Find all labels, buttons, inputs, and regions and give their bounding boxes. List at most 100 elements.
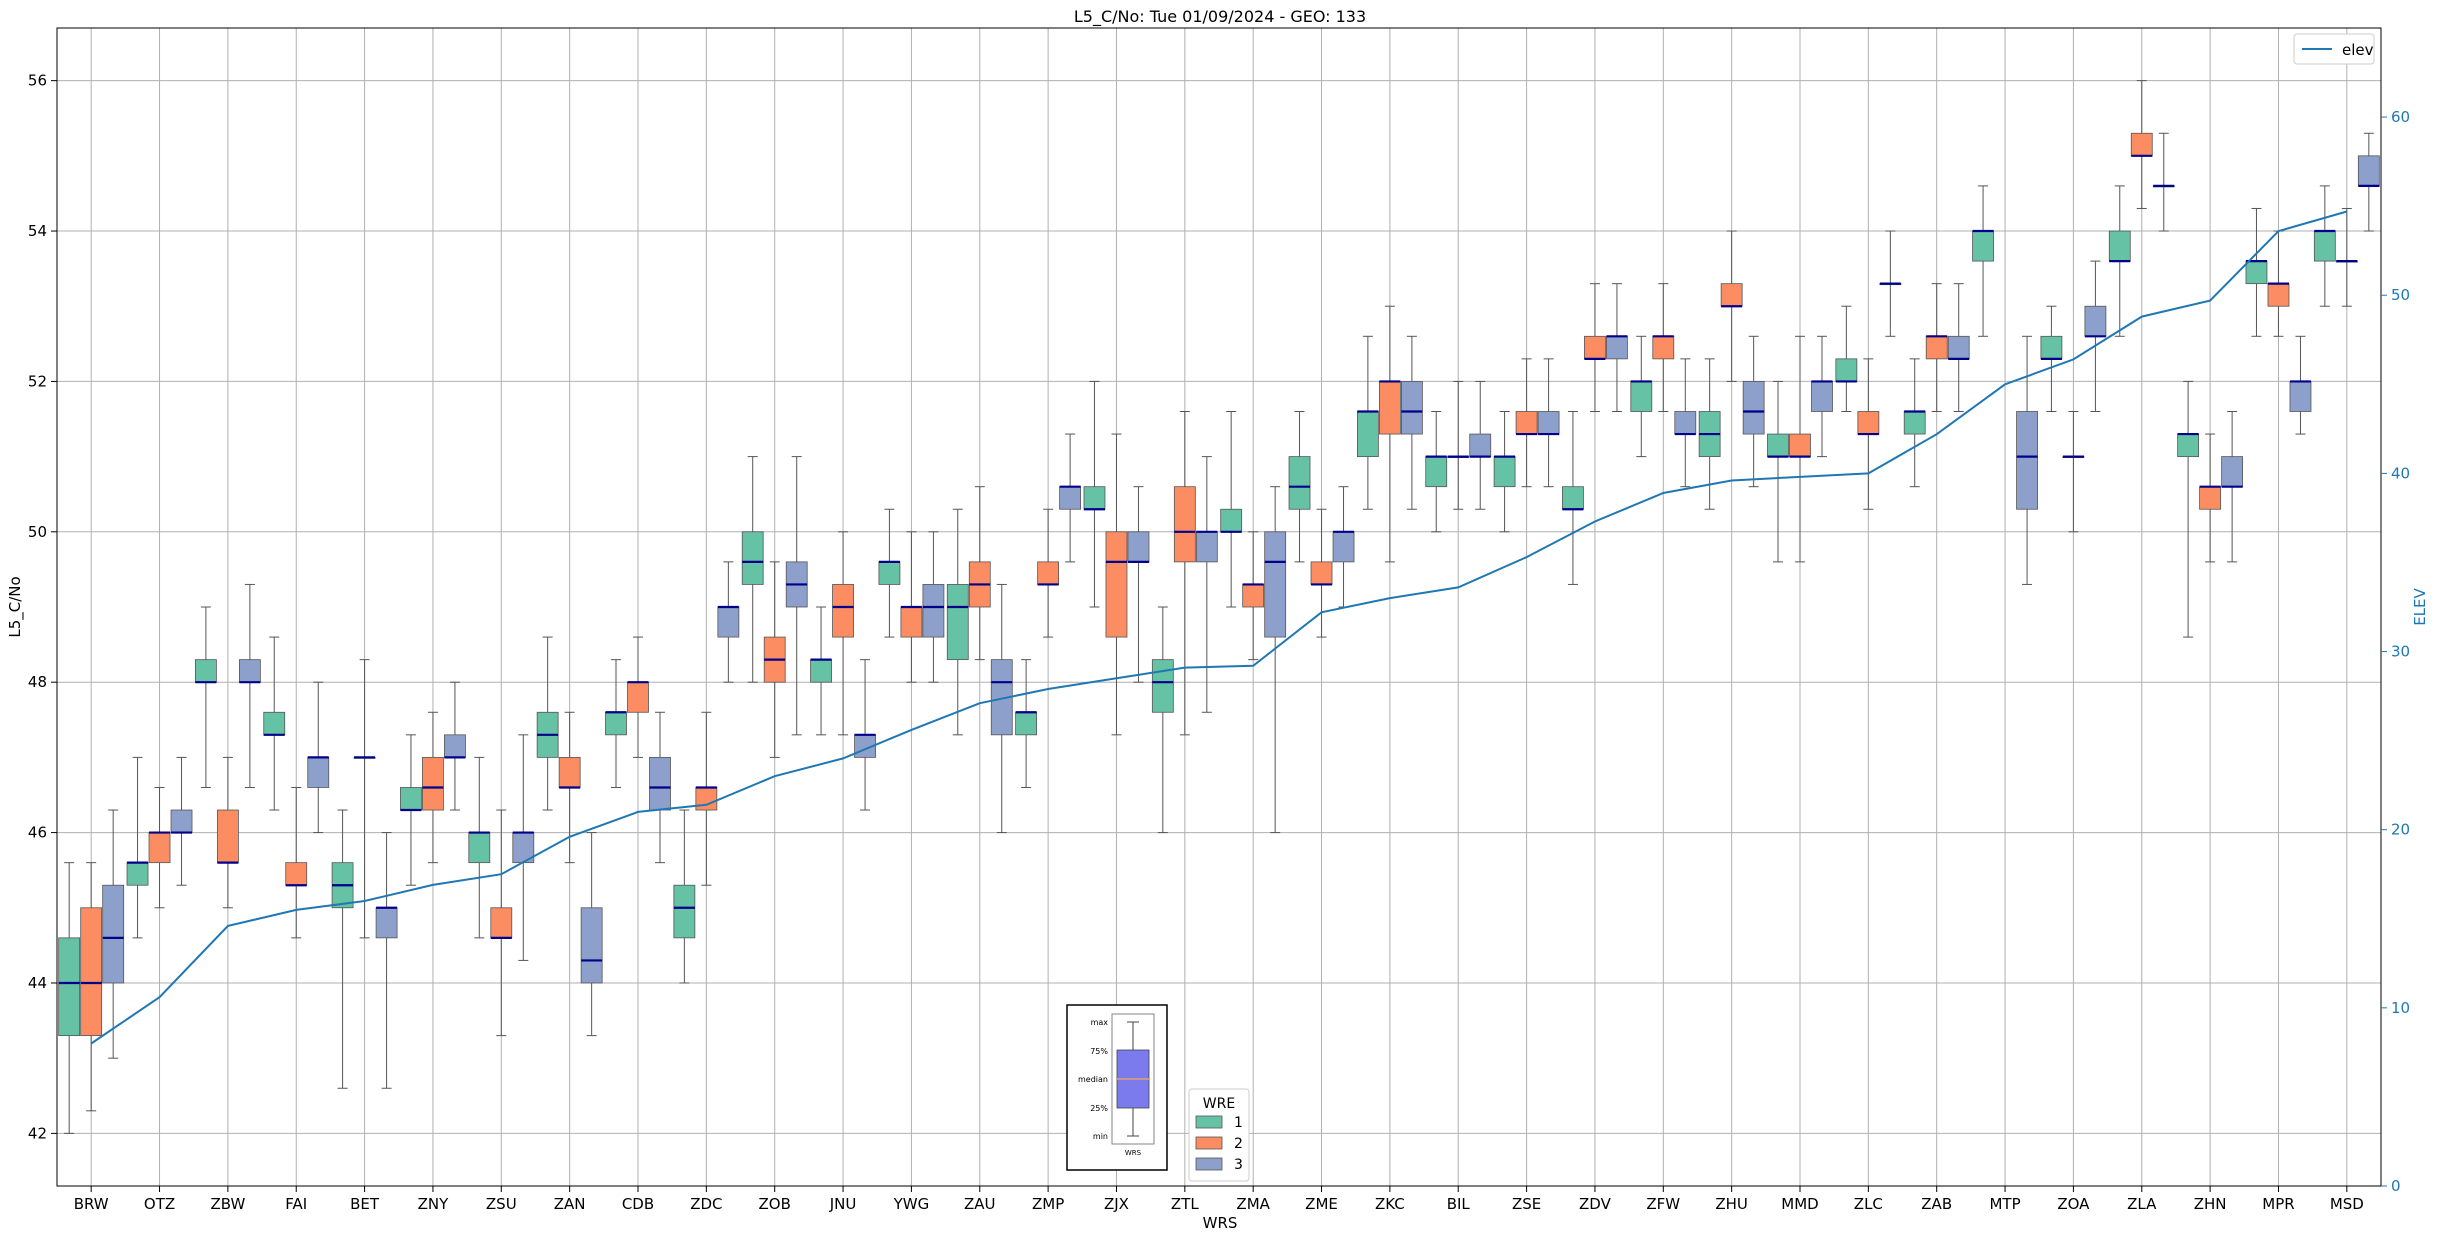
wre-3-swatch [1195, 1157, 1223, 1171]
box-zab-wre1 [1903, 358, 1926, 488]
iqr-box [1903, 411, 1926, 435]
box-msd-wre1 [2313, 185, 2336, 307]
iqr-box [400, 787, 422, 811]
inset-label-median: median [1078, 1075, 1108, 1084]
box-zme-wre2 [1310, 508, 1333, 638]
box-cdb-wre1 [605, 659, 627, 788]
iqr-box [1515, 411, 1538, 435]
elev-line [90, 210, 2348, 1045]
box-zdv-wre3 [1606, 283, 1628, 412]
box-zob-wre2 [763, 561, 786, 758]
box-mmd-wre2 [1789, 335, 1811, 563]
iqr-box [102, 884, 125, 984]
y2-tick-label: 30 [2391, 643, 2410, 661]
box-zme-wre3 [1332, 486, 1355, 608]
box-mmd-wre1 [1767, 380, 1789, 563]
iqr-box [1288, 456, 1311, 510]
box-zau-wre3 [990, 583, 1013, 834]
iqr-box [468, 832, 491, 864]
box-zla-wre3 [2152, 132, 2175, 232]
x-tick-label-zfw: ZFW [1646, 1195, 1680, 1213]
wre-legend-title: WRE [1203, 1096, 1235, 1112]
box-zla-wre2 [2130, 80, 2153, 209]
box-zma-wre1 [1220, 410, 1243, 608]
wre-2-swatch [1195, 1136, 1223, 1150]
y-tick-label: 56 [28, 72, 47, 90]
box-brw-wre3 [102, 809, 125, 1059]
x-tick-label-ztl: ZTL [1171, 1195, 1199, 1213]
iqr-box [1173, 486, 1196, 563]
x-tick-label-bil: BIL [1447, 1195, 1471, 1213]
box-zhu-wre3 [1742, 335, 1765, 488]
y-tick-label: 48 [28, 673, 47, 691]
wre-1-label: 1 [1234, 1115, 1243, 1131]
x-tick-label-zhu: ZHU [1715, 1195, 1748, 1213]
box-bil-wre1 [1425, 410, 1448, 533]
y2-tick-label: 0 [2391, 1177, 2401, 1195]
iqr-box [922, 584, 945, 638]
iqr-box [1742, 381, 1765, 435]
box-zjx-wre3 [1127, 486, 1150, 683]
box-mtp-wre3 [2016, 335, 2038, 585]
x-tick-label-zhn: ZHN [2194, 1195, 2227, 1213]
box-cdb-wre2 [627, 636, 649, 758]
box-zan-wre3 [580, 832, 603, 1037]
inset-axes [1111, 1013, 1155, 1145]
box-zdv-wre2 [1584, 283, 1606, 412]
x-tick-label-zla: ZLA [2127, 1195, 2157, 1213]
iqr-box [1469, 433, 1492, 458]
box-ywg-wre2 [900, 531, 923, 683]
box-zse-wre3 [1537, 358, 1560, 488]
box-zsu-wre3 [512, 734, 535, 961]
chart-title: L5_C/No: Tue 01/09/2024 - GEO: 133 [1074, 7, 1366, 27]
box-zlc-wre3 [1879, 230, 1902, 337]
box-zbw-wre2 [216, 756, 239, 909]
elev-legend-label: elev [2342, 41, 2374, 59]
y-axis-label: L5_C/No [6, 576, 25, 637]
box-fai-wre3 [307, 681, 330, 834]
iqr-box [1652, 335, 1675, 360]
iqr-box [1674, 411, 1697, 435]
y2-tick-label: 40 [2391, 464, 2410, 482]
iqr-box [490, 907, 513, 939]
y2-tick-label: 20 [2391, 821, 2410, 839]
x-tick-label-mtp: MTP [1989, 1195, 2020, 1213]
box-zfw-wre3 [1674, 358, 1697, 488]
iqr-box [1606, 335, 1628, 360]
y-axis-right: 0 10 20 30 40 50 60 [2381, 108, 2410, 1195]
iqr-box [1220, 508, 1243, 533]
wre-2-label: 2 [1234, 1136, 1243, 1152]
iqr-box [2357, 155, 2380, 187]
box-zhu-wre2 [1720, 230, 1743, 382]
x-tick-label-zmp: ZMP [1032, 1195, 1064, 1213]
iqr-box [627, 681, 649, 713]
box-zkc-wre3 [1400, 335, 1423, 510]
box-ztl-wre3 [1195, 456, 1218, 713]
x-tick-label-zse: ZSE [1512, 1195, 1541, 1213]
box-zme-wre1 [1288, 410, 1311, 563]
wre-1-swatch [1195, 1115, 1223, 1129]
iqr-box [1493, 456, 1516, 488]
box-bet-wre2 [353, 659, 376, 939]
iqr-box [1925, 335, 1948, 360]
box-bil-wre2 [1447, 380, 1470, 510]
x-tick-label-zdc: ZDC [690, 1195, 722, 1213]
box-zoa-wre3 [2084, 260, 2107, 412]
inset-label-max: max [1091, 1018, 1109, 1027]
y2-tick-label: 10 [2391, 999, 2410, 1017]
box-zlc-wre1 [1835, 305, 1858, 412]
iqr-box [2040, 335, 2063, 360]
wre-legend: WRE 1 2 3 [1188, 1088, 1250, 1182]
box-zmp-wre1 [1015, 659, 1038, 788]
iqr-box [238, 659, 261, 683]
box-zhn-wre1 [2177, 380, 2200, 638]
iqr-box [170, 809, 193, 833]
y2-axis-label: ELEV [2411, 587, 2429, 625]
iqr-box [1425, 456, 1448, 488]
box-fai-wre2 [285, 786, 308, 939]
box-zhn-wre3 [2221, 410, 2244, 563]
box-brw-wre2 [80, 862, 103, 1112]
iqr-box [1857, 411, 1880, 435]
iqr-box [946, 584, 969, 661]
iqr-box [605, 711, 627, 736]
